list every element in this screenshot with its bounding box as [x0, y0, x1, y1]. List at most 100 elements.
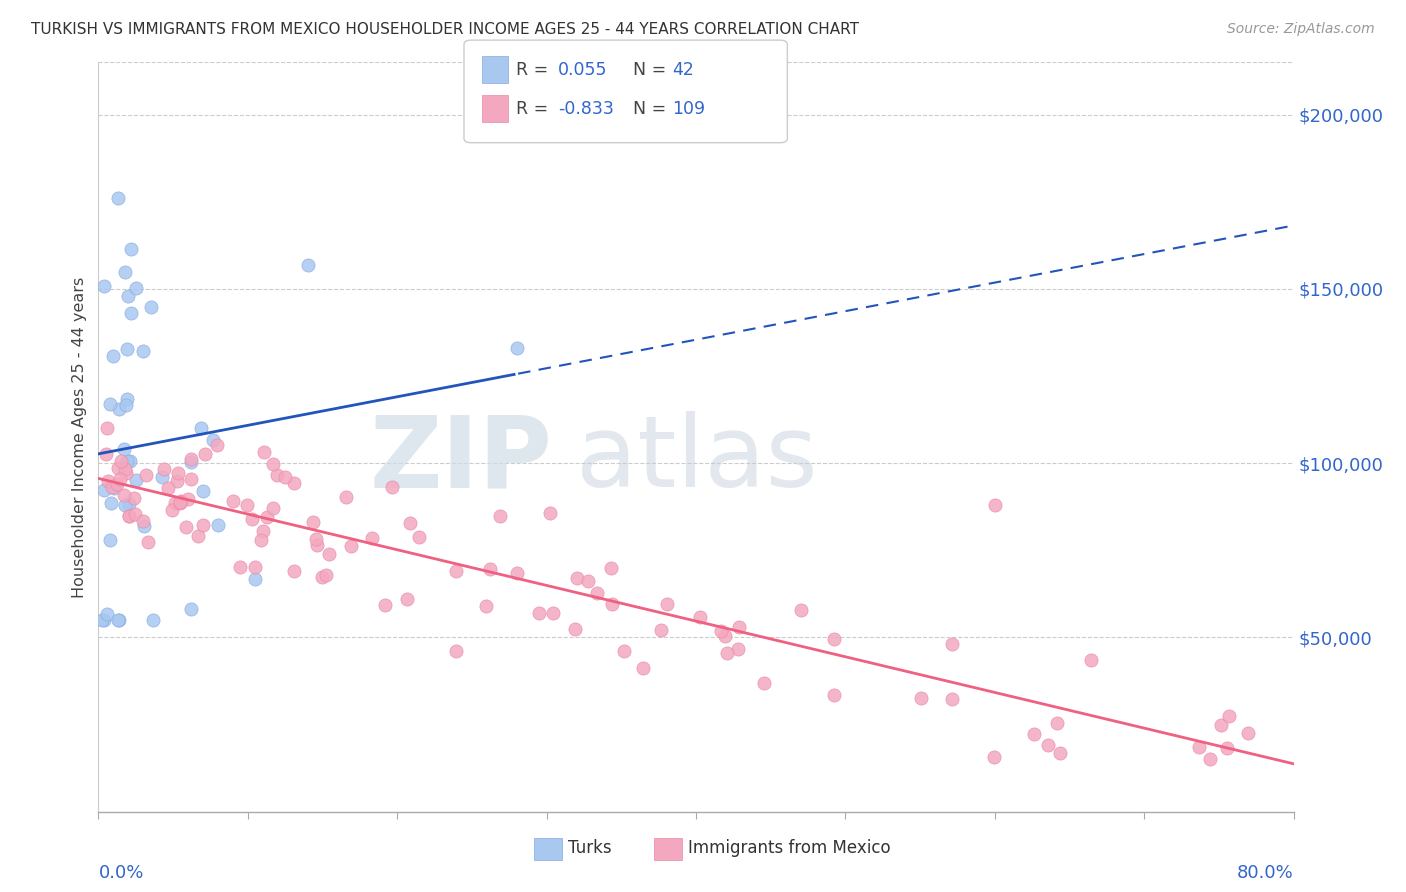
Point: [108, 402, 131, 417]
Point: [1198, 752, 1220, 766]
Point: [222, 494, 245, 508]
Point: [983, 749, 1005, 764]
Point: [117, 454, 139, 468]
Point: [165, 496, 187, 510]
Point: [716, 646, 738, 660]
Point: [478, 562, 501, 576]
Point: [1036, 738, 1059, 752]
Point: [207, 517, 229, 532]
Point: [229, 559, 252, 574]
Point: [103, 481, 125, 495]
Text: Immigrants from Mexico: Immigrants from Mexico: [688, 839, 890, 857]
Point: [657, 597, 679, 611]
Point: [139, 300, 162, 314]
Point: [444, 643, 467, 657]
Point: [114, 399, 136, 413]
Point: [297, 258, 319, 272]
Point: [506, 566, 529, 581]
Point: [243, 560, 266, 574]
Point: [112, 488, 135, 502]
Point: [96, 474, 118, 488]
Point: [361, 531, 384, 545]
Text: TURKISH VS IMMIGRANTS FROM MEXICO HOUSEHOLDER INCOME AGES 25 - 44 YEARS CORRELAT: TURKISH VS IMMIGRANTS FROM MEXICO HOUSEH…: [31, 22, 859, 37]
Point: [444, 565, 467, 579]
Point: [586, 585, 609, 599]
Point: [252, 524, 274, 539]
Point: [541, 606, 564, 620]
Point: [100, 397, 122, 411]
Point: [307, 538, 329, 552]
Point: [96, 421, 118, 435]
Point: [167, 466, 190, 480]
Point: [112, 442, 135, 456]
Point: [191, 518, 214, 533]
Point: [101, 349, 124, 363]
Point: [169, 495, 191, 509]
Point: [150, 470, 173, 484]
Point: [93, 483, 115, 498]
Point: [1237, 726, 1260, 740]
Point: [1216, 740, 1239, 755]
Point: [305, 533, 328, 547]
Point: [475, 599, 498, 613]
Point: [564, 622, 586, 636]
Point: [114, 462, 136, 476]
Point: [120, 306, 142, 320]
Point: [576, 574, 599, 588]
Point: [118, 508, 141, 523]
Point: [315, 568, 337, 582]
Point: [160, 503, 183, 517]
Point: [567, 571, 589, 585]
Point: [709, 624, 731, 638]
Point: [335, 490, 357, 504]
Point: [274, 470, 297, 484]
Text: Source: ZipAtlas.com: Source: ZipAtlas.com: [1227, 22, 1375, 37]
Point: [125, 281, 148, 295]
Y-axis label: Householder Income Ages 25 - 44 years: Householder Income Ages 25 - 44 years: [72, 277, 87, 598]
Text: 42: 42: [672, 61, 695, 78]
Point: [115, 343, 138, 357]
Point: [399, 516, 422, 530]
Point: [602, 597, 624, 611]
Point: [132, 514, 155, 528]
Point: [115, 467, 138, 481]
Point: [1049, 746, 1071, 760]
Point: [727, 641, 749, 656]
Point: [1218, 709, 1240, 723]
Point: [118, 497, 141, 511]
Point: [117, 392, 139, 406]
Point: [249, 533, 271, 548]
Point: [1188, 740, 1211, 755]
Point: [100, 496, 122, 510]
Point: [180, 455, 202, 469]
Point: [689, 609, 711, 624]
Point: [194, 447, 217, 461]
Point: [191, 483, 214, 498]
Point: [506, 342, 529, 356]
Point: [253, 445, 276, 459]
Point: [599, 561, 621, 575]
Point: [245, 572, 267, 586]
Point: [941, 637, 963, 651]
Point: [169, 496, 191, 510]
Point: [727, 620, 749, 634]
Point: [339, 539, 361, 553]
Point: [107, 191, 129, 205]
Point: [170, 494, 193, 508]
Point: [910, 690, 932, 705]
Point: [108, 472, 131, 486]
Text: N =: N =: [633, 100, 666, 118]
Point: [96, 607, 118, 622]
Text: 0.0%: 0.0%: [98, 864, 143, 882]
Point: [262, 500, 284, 515]
Point: [118, 508, 141, 523]
Point: [650, 623, 672, 637]
Point: [114, 498, 136, 512]
Point: [374, 599, 396, 613]
Point: [156, 481, 179, 495]
Point: [125, 473, 148, 487]
Point: [107, 613, 129, 627]
Point: [823, 632, 845, 647]
Point: [117, 289, 139, 303]
Point: [101, 480, 124, 494]
